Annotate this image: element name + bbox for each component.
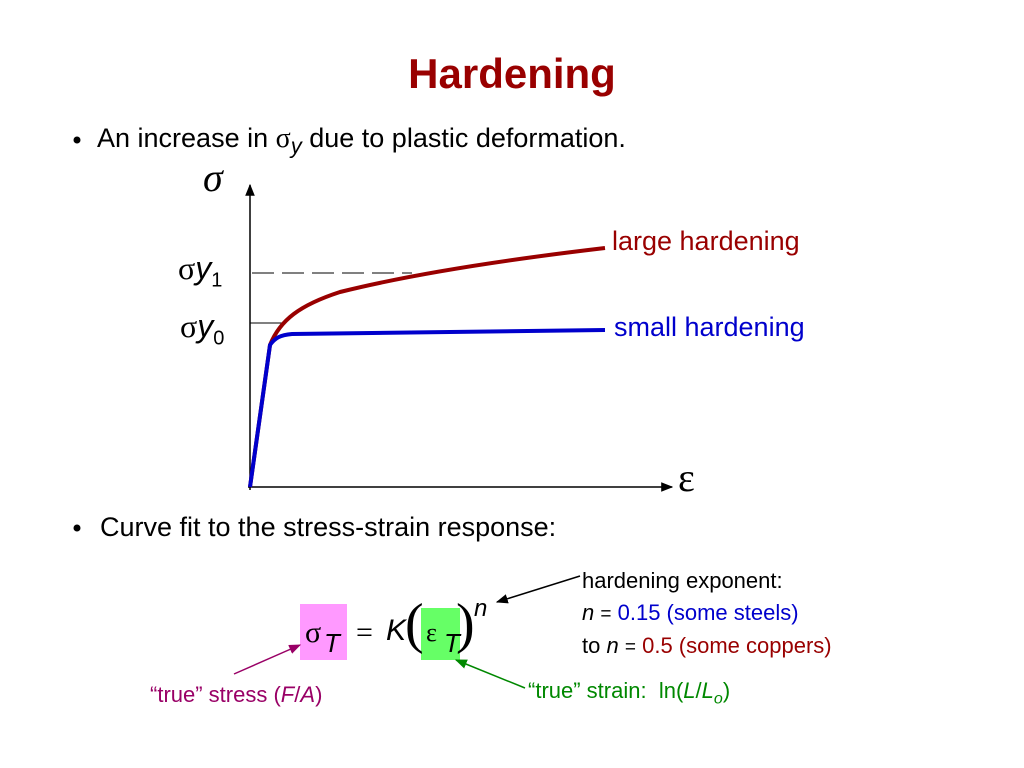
bullet-text: An increase in σy due to plastic deforma…	[97, 123, 626, 157]
eq-strain-sub: T	[444, 628, 460, 658]
curve-label: large hardening	[612, 226, 800, 256]
var: L	[701, 678, 714, 703]
stress-note: “true” stress (F/A)	[150, 684, 322, 706]
eq-strain: ε	[426, 618, 437, 647]
eq-close-paren: )	[456, 593, 475, 655]
var: L	[683, 678, 696, 703]
steels-value: 0.15 (some steels)	[617, 600, 799, 625]
text: )	[722, 678, 731, 703]
x-axis-label: ε	[678, 455, 695, 500]
yield-1-label: σy1	[178, 250, 222, 290]
eq-stress: σ	[305, 616, 322, 649]
eq-k: K	[386, 614, 407, 647]
equals: =	[624, 637, 636, 658]
text: due to plastic deformation.	[309, 123, 626, 153]
exponent-arrow	[495, 575, 581, 604]
stress-arrow	[233, 644, 302, 675]
exponent-line: to n = 0.5 (some coppers)	[582, 633, 832, 658]
var-sub: o	[713, 690, 723, 708]
subscript: y	[195, 250, 212, 286]
text: ln(	[658, 678, 684, 703]
text: An increase in	[97, 123, 269, 153]
eq-stress-sub: T	[324, 628, 340, 658]
symbol: σ	[180, 308, 198, 344]
yield-0-label: σy0	[180, 308, 224, 348]
bullet-dot	[73, 136, 81, 144]
eq-exponent: n	[474, 595, 488, 622]
text: “true” stress (	[150, 682, 281, 707]
coppers-value: 0.5 (some coppers)	[642, 633, 832, 658]
eq-open-paren: (	[405, 593, 424, 655]
strain-note: “true” strain: ln(L/Lo)	[528, 678, 731, 707]
n-symbol: n	[582, 600, 595, 625]
eq-equals: =	[356, 616, 373, 649]
y-axis-label: σ	[203, 155, 223, 200]
index: 1	[211, 269, 223, 292]
strain-arrow	[454, 659, 526, 689]
symbol: σ	[275, 123, 291, 154]
exponent-heading: hardening exponent:	[582, 568, 783, 593]
index: 0	[213, 327, 225, 350]
curve-label: small hardening	[614, 312, 805, 342]
bullet-dot	[73, 524, 81, 532]
symbol: σ	[178, 250, 196, 286]
large-hardening-curve	[248, 246, 606, 488]
exponent-line: n = 0.15 (some steels)	[582, 600, 799, 625]
text: /	[294, 682, 301, 707]
small-hardening-curve	[248, 328, 606, 488]
subscript: y	[290, 133, 302, 159]
text: /	[695, 678, 702, 703]
var: F	[280, 682, 295, 707]
strain-highlight	[421, 608, 460, 660]
text: “true” strain:	[528, 678, 647, 703]
text: to	[582, 633, 601, 658]
slide-title: Hardening	[408, 50, 616, 97]
n-symbol: n	[606, 633, 619, 658]
stress-highlight	[300, 604, 347, 660]
var: A	[300, 682, 316, 707]
equals: =	[600, 604, 612, 625]
bullet-text: Curve fit to the stress-strain response:	[100, 512, 557, 542]
text: )	[315, 682, 323, 707]
subscript: y	[197, 308, 214, 344]
